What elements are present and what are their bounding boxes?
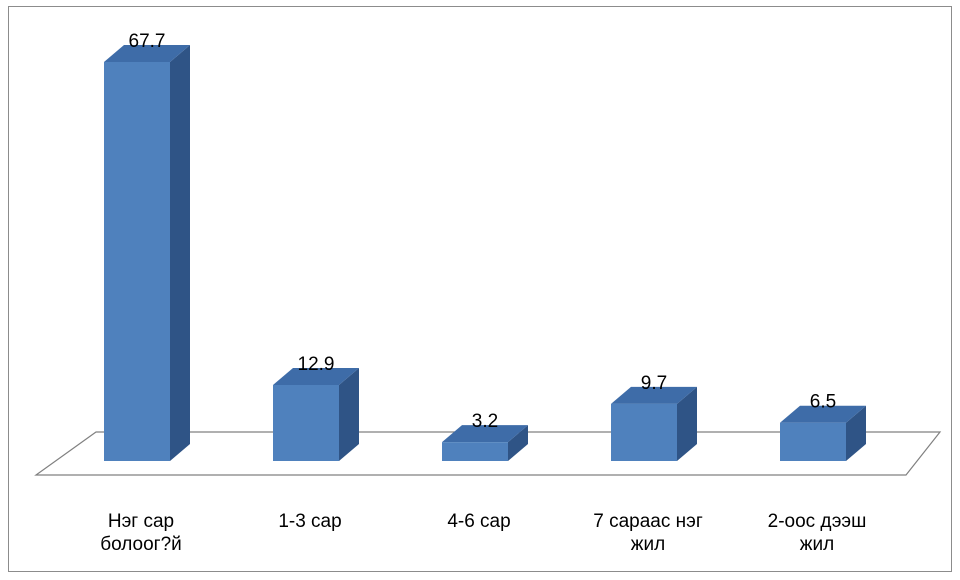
bar-side bbox=[339, 367, 359, 461]
bar-2 bbox=[273, 367, 359, 461]
bar-front bbox=[442, 442, 508, 461]
bar-3 bbox=[442, 425, 528, 461]
bar-front bbox=[780, 422, 846, 461]
bar-side bbox=[170, 45, 190, 461]
bar-front bbox=[611, 403, 677, 461]
category-label: 2-оос дээш жил bbox=[768, 511, 867, 555]
bar-4 bbox=[611, 386, 697, 461]
data-label: 12.9 bbox=[298, 354, 335, 375]
data-label: 67.7 bbox=[129, 31, 166, 52]
data-label: 6.5 bbox=[810, 392, 836, 413]
bar-top bbox=[442, 425, 528, 443]
bar-side bbox=[677, 386, 697, 461]
bar-top bbox=[273, 367, 359, 385]
category-label: 7 сараас нэг жил bbox=[593, 511, 703, 555]
bar-front bbox=[104, 62, 170, 461]
bar-side bbox=[846, 405, 866, 461]
bar-top bbox=[780, 405, 866, 423]
bar-top bbox=[104, 45, 190, 62]
category-label: 4-6 сар bbox=[447, 511, 510, 532]
data-label: 9.7 bbox=[641, 373, 667, 394]
data-label: 3.2 bbox=[472, 411, 498, 432]
bar-side bbox=[508, 425, 528, 461]
category-label: Нэг сар болоог?й bbox=[100, 511, 182, 555]
bar-5 bbox=[780, 405, 866, 461]
bar-1 bbox=[104, 45, 190, 461]
category-label: 1-3 сар bbox=[278, 511, 341, 532]
bar-top bbox=[611, 386, 697, 404]
bar-front bbox=[273, 384, 339, 461]
